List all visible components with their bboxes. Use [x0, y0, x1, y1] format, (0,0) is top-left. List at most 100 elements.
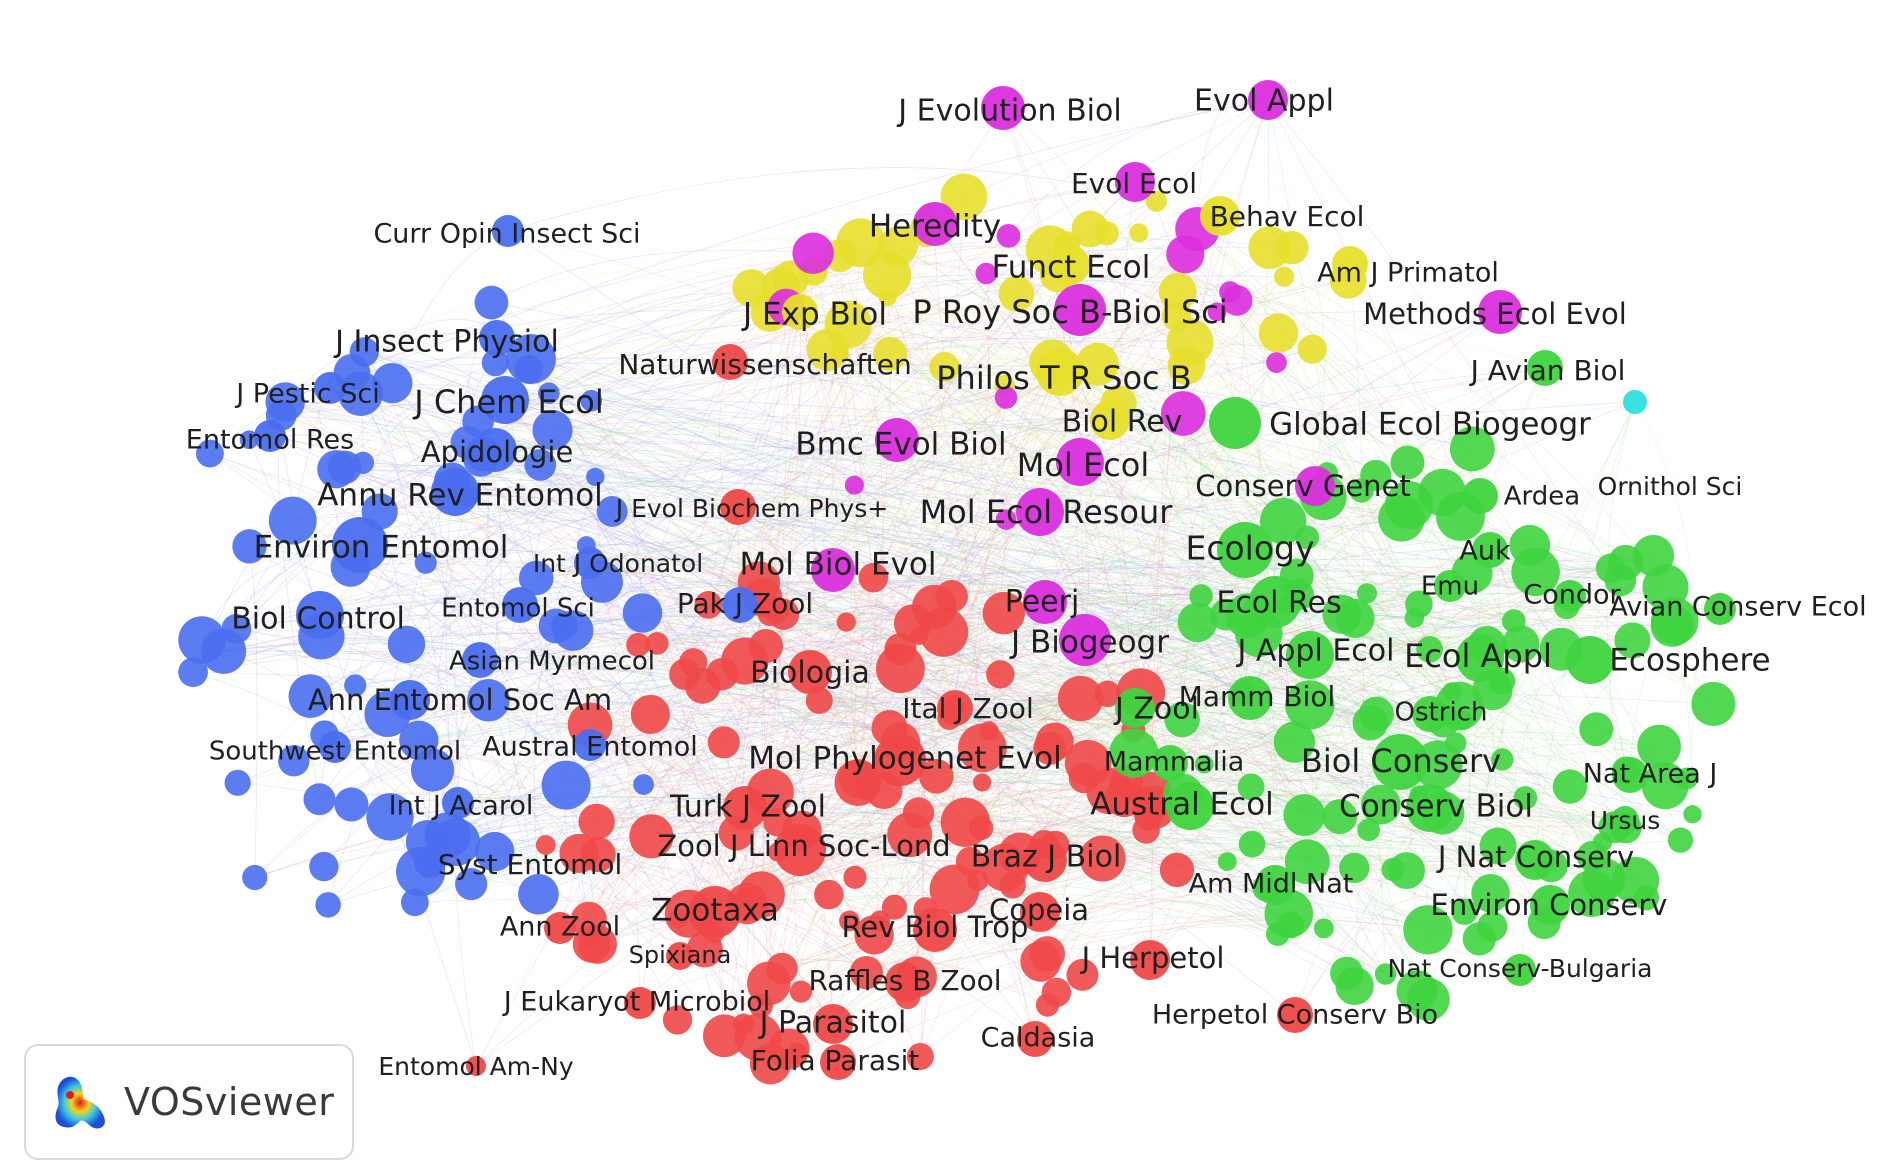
journal-node[interactable]	[937, 690, 973, 726]
journal-node[interactable]	[538, 382, 560, 404]
journal-label[interactable]: J Evol Biochem Phys+	[614, 494, 888, 523]
journal-node[interactable]	[774, 824, 826, 876]
journal-label[interactable]: Ital J Zool	[902, 692, 1033, 725]
journal-label[interactable]: Biol Conserv	[1301, 742, 1501, 780]
journal-node[interactable]	[178, 657, 208, 688]
journal-label[interactable]: J Pestic Sci	[234, 379, 380, 410]
journal-node[interactable]	[629, 814, 674, 859]
journal-node[interactable]	[1189, 584, 1213, 608]
journal-node[interactable]	[319, 731, 351, 763]
journal-label[interactable]: Mol Biol Evol	[739, 547, 936, 583]
journal-node[interactable]	[1115, 162, 1155, 202]
journal-node[interactable]	[1086, 767, 1133, 815]
journal-node[interactable]	[811, 548, 855, 592]
journal-node[interactable]	[232, 529, 267, 564]
journal-node[interactable]	[288, 674, 333, 718]
journal-label[interactable]: Evol Ecol	[1071, 167, 1197, 200]
journal-node[interactable]	[1059, 614, 1111, 666]
journal-node[interactable]	[1134, 803, 1163, 831]
journal-node[interactable]	[996, 223, 1021, 248]
journal-label[interactable]: Ursus	[1590, 806, 1660, 835]
journal-node[interactable]	[524, 449, 557, 481]
journal-label[interactable]: Apidologie	[421, 435, 574, 469]
journal-node[interactable]	[1237, 773, 1265, 801]
journal-node[interactable]	[1667, 827, 1694, 853]
journal-label[interactable]: J Biogeogr	[1009, 625, 1169, 661]
journal-node[interactable]	[885, 962, 925, 1002]
journal-label[interactable]: Entomol Res	[186, 425, 354, 456]
journal-node[interactable]	[1277, 911, 1305, 939]
journal-node[interactable]	[806, 328, 849, 371]
journal-node[interactable]	[1166, 318, 1214, 366]
journal-node[interactable]	[572, 925, 611, 963]
journal-label[interactable]: Bmc Evol Biol	[795, 427, 1006, 463]
journal-node[interactable]	[535, 835, 556, 855]
journal-label[interactable]: Mammalia	[1104, 747, 1245, 778]
journal-node[interactable]	[1266, 352, 1287, 373]
journal-node[interactable]	[878, 226, 918, 266]
journal-node[interactable]	[596, 496, 628, 527]
journal-node[interactable]	[1641, 762, 1689, 810]
journal-node[interactable]	[720, 489, 756, 525]
journal-node[interactable]	[669, 908, 690, 929]
journal-node[interactable]	[1339, 852, 1370, 884]
journal-label[interactable]: Turk J Zool	[669, 790, 826, 825]
journal-label[interactable]: Environ Entomol	[254, 530, 509, 566]
journal-node[interactable]	[630, 694, 670, 734]
journal-node[interactable]	[268, 496, 317, 545]
journal-node[interactable]	[929, 864, 980, 915]
journal-node[interactable]	[574, 547, 606, 579]
journal-label[interactable]: Mamm Biol	[1179, 680, 1336, 713]
journal-node[interactable]	[875, 418, 919, 462]
journal-node[interactable]	[995, 509, 1017, 530]
journal-node[interactable]	[1020, 892, 1060, 932]
journal-node[interactable]	[788, 650, 832, 694]
journal-node[interactable]	[1207, 302, 1227, 322]
journal-node[interactable]	[1405, 590, 1433, 619]
journal-node[interactable]	[334, 787, 369, 822]
journal-node[interactable]	[1381, 857, 1405, 882]
journal-label[interactable]: J Parasitol	[758, 1006, 907, 1041]
journal-node[interactable]	[1209, 397, 1261, 449]
journal-node[interactable]	[544, 912, 576, 944]
journal-node[interactable]	[662, 1005, 693, 1035]
journal-label[interactable]: Raffles B Zool	[808, 964, 1001, 997]
journal-node[interactable]	[929, 352, 960, 383]
journal-node[interactable]	[1332, 246, 1368, 282]
journal-label[interactable]: Int J Acarol	[389, 791, 534, 822]
journal-node[interactable]	[332, 517, 388, 573]
journal-node[interactable]	[722, 587, 758, 623]
journal-node[interactable]	[387, 625, 426, 664]
journal-node[interactable]	[242, 864, 268, 891]
journal-label[interactable]: J Chem Ecol	[412, 383, 604, 421]
journal-node[interactable]	[532, 409, 573, 451]
journal-node[interactable]	[1109, 728, 1159, 778]
journal-node[interactable]	[1295, 466, 1335, 506]
journal-node[interactable]	[982, 591, 1026, 635]
journal-node[interactable]	[505, 334, 556, 384]
journal-node[interactable]	[1515, 840, 1555, 880]
journal-node[interactable]	[1217, 522, 1273, 578]
journal-node[interactable]	[580, 389, 603, 412]
journal-node[interactable]	[351, 451, 375, 474]
journal-node[interactable]	[1016, 488, 1064, 536]
journal-node[interactable]	[734, 1013, 782, 1061]
journal-node[interactable]	[1552, 769, 1588, 804]
journal-node[interactable]	[1217, 852, 1237, 872]
journal-label[interactable]: J Exp Biol	[741, 297, 887, 333]
journal-label[interactable]: Rev Biol Trop	[842, 910, 1029, 944]
journal-node[interactable]	[1477, 911, 1508, 942]
journal-node[interactable]	[998, 275, 1035, 312]
journal-label[interactable]: Mol Ecol	[1017, 446, 1150, 484]
journal-node[interactable]	[1322, 594, 1362, 634]
journal-label[interactable]: Spixiana	[629, 941, 732, 969]
journal-node[interactable]	[1374, 963, 1397, 985]
journal-node[interactable]	[1502, 625, 1540, 663]
journal-node[interactable]	[1442, 682, 1462, 702]
journal-label[interactable]: J Zool	[1113, 692, 1199, 727]
journal-label[interactable]: Int J Odonatol	[533, 549, 703, 578]
journal-node[interactable]	[518, 873, 559, 915]
journal-node[interactable]	[1023, 580, 1067, 624]
journal-label[interactable]: Emu	[1421, 572, 1479, 602]
journal-node[interactable]	[1313, 918, 1334, 939]
